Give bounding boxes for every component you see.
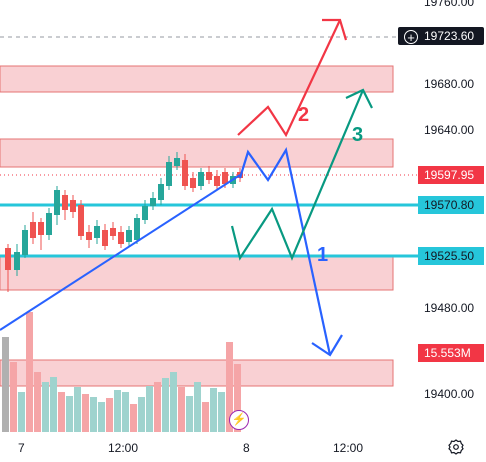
volume-bar [202, 402, 209, 432]
last-price-tag: 19597.95 [418, 166, 484, 184]
volume-bar [146, 386, 153, 432]
candle-body [142, 206, 148, 220]
time-tick-7: 7 [18, 441, 25, 455]
zone-mid[interactable] [0, 138, 394, 168]
projection-path-1[interactable] [238, 147, 332, 356]
volume-bar [130, 404, 137, 432]
candle-body [118, 232, 124, 244]
volume-bar [138, 397, 145, 432]
arrowhead-3 [345, 88, 373, 109]
volume-bar [50, 377, 57, 432]
level-1-price-tag: 19570.80 [418, 196, 484, 214]
volume-bar [218, 392, 225, 432]
volume-bar [98, 402, 105, 432]
label-3: 3 [352, 124, 363, 146]
crosshair-price-tag[interactable]: +19723.60 [398, 27, 484, 45]
volume-bar [58, 392, 65, 432]
volume-bar [90, 397, 97, 432]
candle-body [166, 162, 172, 186]
trendline[interactable] [0, 174, 241, 331]
candlesticks [5, 152, 243, 292]
volume-bars [2, 312, 241, 432]
price-tick-19400: 19400.00 [424, 387, 474, 401]
candle-body [214, 176, 220, 186]
crosshair-price-value: 19723.60 [424, 29, 475, 43]
volume-bar [82, 394, 89, 432]
projection-path-3[interactable] [230, 89, 365, 261]
price-tick-19640: 19640.00 [424, 123, 474, 137]
candle-body [182, 160, 188, 186]
candle-body [174, 158, 180, 166]
candle-body [126, 230, 132, 242]
volume-bar [18, 392, 25, 432]
candle-body [14, 252, 20, 270]
price-tick-19680: 19680.00 [424, 77, 474, 91]
price-tick-top: 19760.00 [424, 0, 474, 9]
arrowhead-1 [311, 334, 343, 357]
label-1: 1 [317, 244, 328, 266]
volume-bar [154, 382, 161, 432]
candle-body [78, 205, 84, 236]
plus-circle-icon[interactable]: + [404, 29, 418, 44]
lightning-icon[interactable]: ⚡ [229, 410, 249, 430]
time-tick-1200-b: 12:00 [333, 441, 363, 455]
candle-body [158, 184, 164, 200]
volume-bar [122, 392, 129, 432]
level-2-price-tag: 19525.50 [418, 247, 484, 265]
volume-bar [26, 312, 33, 432]
candle-body [46, 213, 52, 235]
candle-body [190, 178, 196, 188]
arrowhead-2 [322, 18, 348, 41]
label-2: 2 [298, 104, 309, 126]
candle-body [70, 200, 76, 212]
zone-low[interactable] [0, 255, 394, 291]
volume-bar [114, 390, 121, 432]
projection-path-2[interactable] [237, 19, 341, 138]
volume-bar [234, 364, 241, 432]
candle-body [222, 172, 228, 184]
candle-body [54, 190, 60, 215]
candle-body [206, 172, 212, 180]
volume-bar [74, 387, 81, 432]
volume-bar [186, 396, 193, 432]
volume-bar [2, 337, 9, 432]
volume-bar [10, 362, 17, 432]
volume-tag: 15.553M [418, 344, 484, 362]
zone-bottom[interactable] [0, 359, 394, 387]
candle-body [198, 172, 204, 186]
candle-body [134, 218, 140, 240]
candle-body [86, 232, 92, 240]
candle-body [94, 226, 100, 238]
price-tick-19480: 19480.00 [424, 301, 474, 315]
volume-bar [106, 398, 113, 432]
candle-body [102, 230, 108, 246]
zone-top[interactable] [0, 65, 394, 93]
candle-body [30, 222, 36, 238]
volume-bar [66, 396, 73, 432]
candle-body [62, 195, 68, 210]
volume-bar [170, 372, 177, 432]
candle-body [22, 230, 28, 255]
volume-bar [194, 382, 201, 432]
volume-bar [42, 382, 49, 432]
volume-bar [226, 342, 233, 432]
time-tick-8: 8 [243, 441, 250, 455]
candle-body [150, 198, 156, 206]
volume-bar [178, 387, 185, 432]
candle-body [110, 228, 116, 236]
volume-bar [162, 378, 169, 432]
candle-body [5, 248, 11, 270]
volume-bar [210, 388, 217, 432]
volume-bar [34, 372, 41, 432]
time-tick-1200-a: 12:00 [108, 441, 138, 455]
gear-icon[interactable] [448, 439, 464, 455]
candle-body [38, 222, 44, 235]
